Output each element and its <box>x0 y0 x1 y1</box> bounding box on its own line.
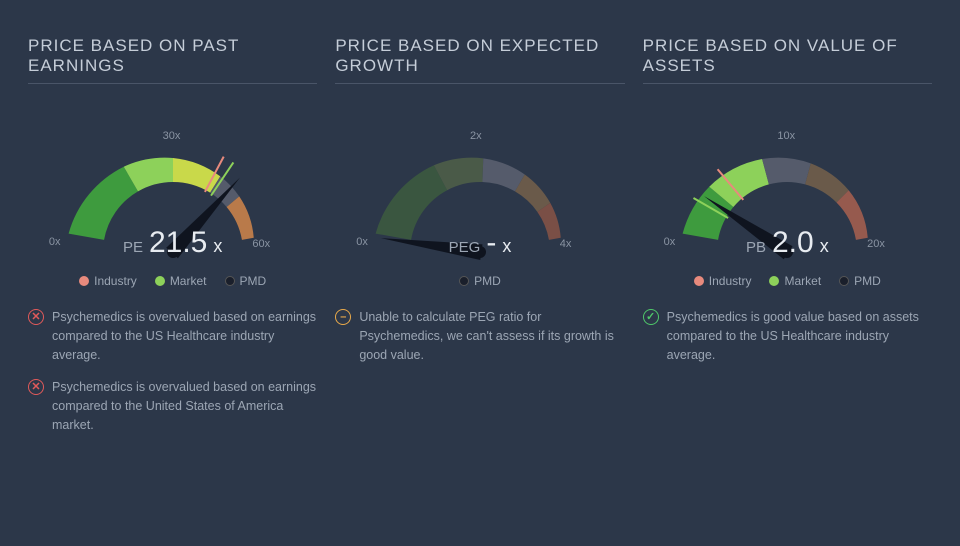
gauge-tick-label: 10x <box>777 130 795 142</box>
panel-title: PRICE BASED ON PAST EARNINGS <box>28 36 317 84</box>
legend-dot <box>839 276 849 286</box>
metric-label: PEG <box>449 239 481 256</box>
gauge: 0x30x60xPE21.5xIndustryMarketPMD <box>28 102 317 302</box>
cross-icon: ✕ <box>28 379 44 395</box>
metric-suffix: x <box>502 236 511 257</box>
gauge-legend: Industry Market PMD <box>647 274 927 288</box>
legend-label: Industry <box>94 274 137 288</box>
metric-suffix: x <box>213 236 222 257</box>
metric-label: PB <box>746 239 766 256</box>
gauge-metric: PB 2.0 x <box>647 226 927 260</box>
note-row: ✕ Psychemedics is overvalued based on ear… <box>28 378 317 434</box>
gauge-tick-label: 2x <box>470 130 482 142</box>
legend-item: PMD <box>839 274 881 288</box>
note-text: Psychemedics is overvalued based on earn… <box>52 378 317 434</box>
legend-item: Industry <box>694 274 752 288</box>
gauge-legend: PMD <box>340 274 620 288</box>
metric-suffix: x <box>820 236 829 257</box>
minus-icon: – <box>335 309 351 325</box>
note-text: Psychemedics is overvalued based on earn… <box>52 308 317 364</box>
metric-value: 2.0 <box>772 226 814 260</box>
legend-label: PMD <box>240 274 267 288</box>
legend-label: PMD <box>854 274 881 288</box>
cross-icon: ✕ <box>28 309 44 325</box>
metric-value: 21.5 <box>149 226 207 260</box>
legend-dot <box>79 276 89 286</box>
note-row: ✕ Psychemedics is overvalued based on ear… <box>28 308 317 364</box>
metric-label: PE <box>123 239 143 256</box>
gauge-legend: Industry Market PMD <box>33 274 313 288</box>
legend-label: Market <box>784 274 821 288</box>
gauge-tick-label: 30x <box>163 130 181 142</box>
note-text: Unable to calculate PEG ratio for Psyche… <box>359 308 624 364</box>
panel-title: PRICE BASED ON VALUE OF ASSETS <box>643 36 932 84</box>
gauge: 0x2x4xPEG- xPMD <box>335 102 624 302</box>
valuation-panel: PRICE BASED ON PAST EARNINGS0x30x60xPE21… <box>28 36 317 435</box>
gauge-metric: PEG- x <box>340 226 620 260</box>
legend-dot <box>694 276 704 286</box>
metric-value: - <box>486 226 496 260</box>
legend-label: Industry <box>709 274 752 288</box>
dashboard-grid: PRICE BASED ON PAST EARNINGS0x30x60xPE21… <box>0 0 960 455</box>
legend-item: PMD <box>459 274 501 288</box>
legend-dot <box>769 276 779 286</box>
gauge: 0x10x20xPB2.0xIndustryMarketPMD <box>643 102 932 302</box>
legend-dot <box>155 276 165 286</box>
panel-title: PRICE BASED ON EXPECTED GROWTH <box>335 36 624 84</box>
gauge-metric: PE 21.5 x <box>33 226 313 260</box>
legend-item: Market <box>769 274 821 288</box>
note-row: –Unable to calculate PEG ratio for Psych… <box>335 308 624 364</box>
legend-dot <box>459 276 469 286</box>
legend-item: Market <box>155 274 207 288</box>
legend-label: Market <box>170 274 207 288</box>
check-icon: ✓ <box>643 309 659 325</box>
valuation-panel: PRICE BASED ON EXPECTED GROWTH0x2x4xPEG-… <box>335 36 624 435</box>
note-row: ✓ Psychemedics is good value based on ass… <box>643 308 932 364</box>
legend-dot <box>225 276 235 286</box>
panel-notes: –Unable to calculate PEG ratio for Psych… <box>335 308 624 364</box>
legend-item: PMD <box>225 274 267 288</box>
panel-notes: ✓ Psychemedics is good value based on ass… <box>643 308 932 364</box>
panel-notes: ✕ Psychemedics is overvalued based on ear… <box>28 308 317 435</box>
note-text: Psychemedics is good value based on asse… <box>667 308 932 364</box>
legend-item: Industry <box>79 274 137 288</box>
legend-label: PMD <box>474 274 501 288</box>
valuation-panel: PRICE BASED ON VALUE OF ASSETS0x10x20xPB… <box>643 36 932 435</box>
